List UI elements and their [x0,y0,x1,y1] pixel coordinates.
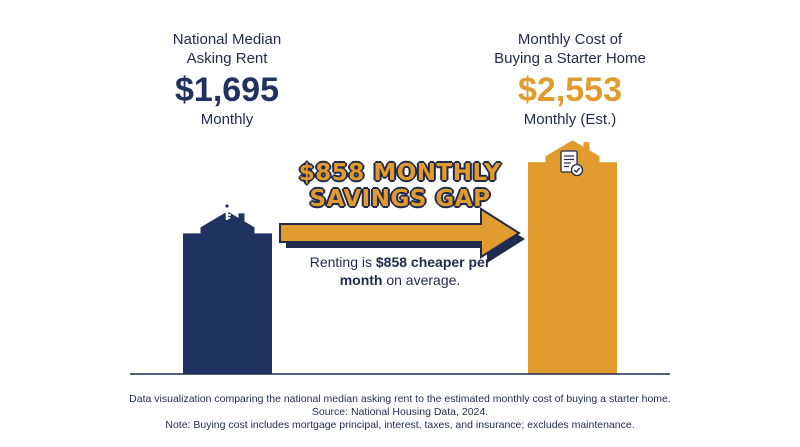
rent-value: $1,695 [175,71,279,109]
savings-gap-title: $858 MONTHLY SAVINGS GAP [275,160,525,212]
savings-note-bold: $858 cheaper per month [339,254,491,288]
rent-bar-roof [200,211,255,235]
buy-bar [528,162,617,374]
footer-description: Data visualization comparing the nationa… [129,393,671,405]
rent-header: National Median Asking Rent $1,695 Month… [127,30,327,129]
savings-note-post: on average. [382,272,461,288]
savings-arrow [279,207,525,263]
buy-header: Monthly Cost of Buying a Starter Home $2… [470,30,670,129]
footer-source: Source: National Housing Data, 2024. [311,406,489,418]
rent-label-line1: National Median [172,31,282,48]
buy-period: Monthly (Est.) [523,111,617,128]
savings-gap-title-line1: $858 MONTHLY [298,160,502,186]
document-check-icon [560,150,584,177]
savings-note-pre: Renting is [309,254,376,270]
buy-label-line1: Monthly Cost of [517,31,623,48]
rent-bar [183,233,272,374]
key-icon [223,202,231,220]
buy-value: $2,553 [518,71,622,109]
rent-period: Monthly [200,111,254,128]
footer-notes: Data visualization comparing the nationa… [0,393,800,432]
buy-bar-chimney [583,142,590,153]
buy-label-line2: Buying a Starter Home [494,50,646,67]
footer-note: Note: Buying cost includes mortgage prin… [165,419,635,431]
savings-note: Renting is $858 cheaper per month on ave… [290,253,510,289]
rent-label-line2: Asking Rent [186,50,268,67]
rent-bar-chimney [238,213,245,224]
savings-gap-title-line2: SAVINGS GAP [309,186,491,212]
